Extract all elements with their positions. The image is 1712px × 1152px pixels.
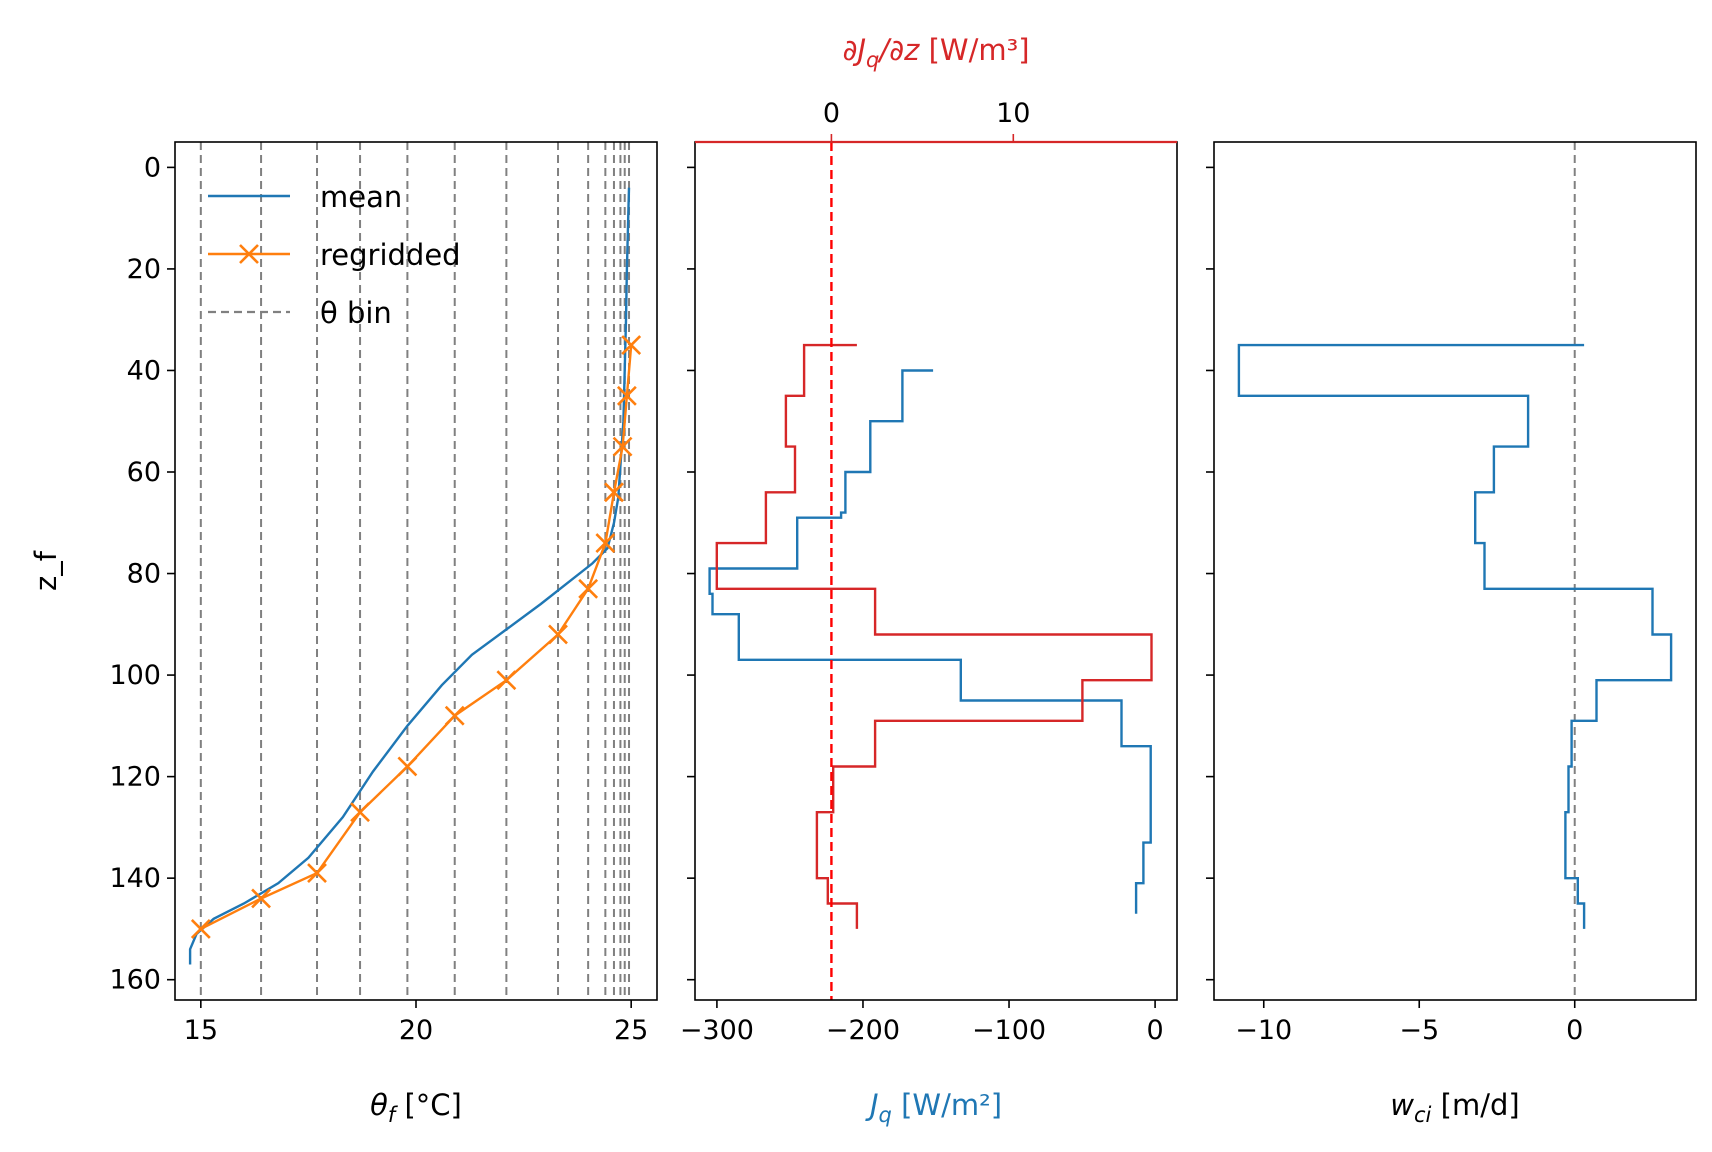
jq-label-subscript: q — [879, 1103, 892, 1127]
heat-flux-line — [708, 369, 1152, 914]
regridded-point — [350, 802, 370, 823]
legend-theta-bin-label: θ bin — [320, 296, 392, 330]
heat-flux-series — [708, 142, 1153, 1000]
x-tick-label: 15 — [184, 1015, 218, 1046]
y-tick-label: 160 — [109, 965, 161, 996]
heat-flux-x-ticks: −300 −200 −100 0 — [680, 1000, 1164, 1046]
theta-x-ticks: 15 20 25 — [184, 1000, 648, 1046]
theta-x-label-subscript: f — [388, 1103, 399, 1127]
y-tick-label: 60 — [127, 457, 161, 488]
y-tick-label: 0 — [144, 152, 161, 183]
x-tick-label: −10 — [1235, 1015, 1292, 1046]
y-tick-label: 20 — [127, 254, 161, 285]
regridded-point — [604, 482, 624, 503]
velocity-y-ticks — [1206, 166, 1214, 981]
regridded-point — [548, 624, 568, 645]
mean-line — [188, 187, 631, 965]
y-axis-label: z_f — [29, 550, 63, 591]
x-tick-label: −200 — [826, 1015, 900, 1046]
regridded-point — [307, 863, 327, 883]
top-tick-label: 10 — [996, 98, 1030, 129]
heat-flux-panel: −300 −200 −100 0 0 10 Jq [W/m²] ∂Jq/∂z [W/m³… — [680, 33, 1178, 1127]
regridded-line — [200, 344, 633, 930]
x-tick-label: 20 — [399, 1015, 433, 1046]
top-axis-ticks: 0 10 — [823, 98, 1030, 142]
top-label-unit: [W/m³] — [919, 33, 1029, 67]
regridded-point — [496, 670, 517, 691]
theta-bin-lines — [199, 142, 631, 1000]
depth-y-ticks: 0 20 40 60 80 100 120 140 160 — [109, 152, 175, 996]
x-tick-label: 0 — [1566, 1015, 1583, 1046]
regridded-point — [616, 385, 637, 406]
top-label-subscript: q — [866, 48, 879, 72]
theta-series — [188, 187, 642, 965]
velocity-x-axis-label: wci [m/d] — [1390, 1088, 1519, 1127]
wci-label-subscript: ci — [1414, 1103, 1432, 1127]
regridded-point — [251, 888, 271, 909]
legend-mean-label: mean — [320, 180, 402, 214]
regridded-point — [612, 436, 633, 457]
x-tick-label: −300 — [680, 1015, 754, 1046]
x-tick-label: 0 — [1146, 1015, 1163, 1046]
regridded-point — [621, 335, 642, 355]
velocity-series — [1237, 142, 1673, 1000]
velocity-panel-frame — [1213, 141, 1697, 1001]
heat-flux-x-axis-label: Jq [W/m²] — [865, 1088, 1002, 1127]
regridded-point — [578, 578, 599, 599]
legend-regridded-label: regridded — [320, 238, 461, 272]
velocity-panel: −10 −5 0 wci [m/d] — [1206, 141, 1697, 1127]
y-tick-label: 140 — [109, 863, 161, 894]
regridded-point — [444, 705, 465, 726]
regridded-point — [190, 919, 211, 939]
wci-label-unit: [m/d] — [1431, 1088, 1519, 1122]
heat-flux-y-ticks — [687, 166, 695, 981]
theta-x-label-unit: [°C] — [395, 1088, 462, 1122]
legend-regridded-marker — [239, 244, 259, 264]
theta-x-label-symbol: θ — [370, 1088, 388, 1122]
velocity-line — [1237, 343, 1673, 929]
y-tick-label: 120 — [109, 762, 161, 793]
wci-label-symbol: w — [1390, 1088, 1414, 1122]
regridded-point — [397, 756, 418, 777]
jq-label-unit: [W/m²] — [892, 1088, 1002, 1122]
top-label-symbol: ∂J — [842, 33, 866, 67]
y-tick-label: 100 — [109, 660, 161, 691]
y-tick-label: 80 — [127, 559, 161, 590]
y-tick-label: 40 — [127, 355, 161, 386]
theta-panel: 15 20 25 0 20 40 60 80 100 120 140 160 z_f θf [°C]… — [29, 141, 658, 1127]
x-tick-label: −5 — [1399, 1015, 1439, 1046]
legend: mean regridded θ bin — [208, 180, 461, 330]
top-tick-label: 0 — [823, 98, 840, 129]
heat-flux-divergence-line — [715, 343, 1153, 929]
x-tick-label: 25 — [614, 1015, 648, 1046]
velocity-x-ticks: −10 −5 0 — [1235, 1000, 1583, 1046]
top-label-rest: /∂z — [876, 33, 920, 67]
theta-x-axis-label: θf [°C] — [370, 1088, 462, 1127]
regridded-point — [595, 533, 616, 553]
x-tick-label: −100 — [972, 1015, 1046, 1046]
top-axis-label: ∂Jq/∂z [W/m³] — [842, 33, 1029, 72]
